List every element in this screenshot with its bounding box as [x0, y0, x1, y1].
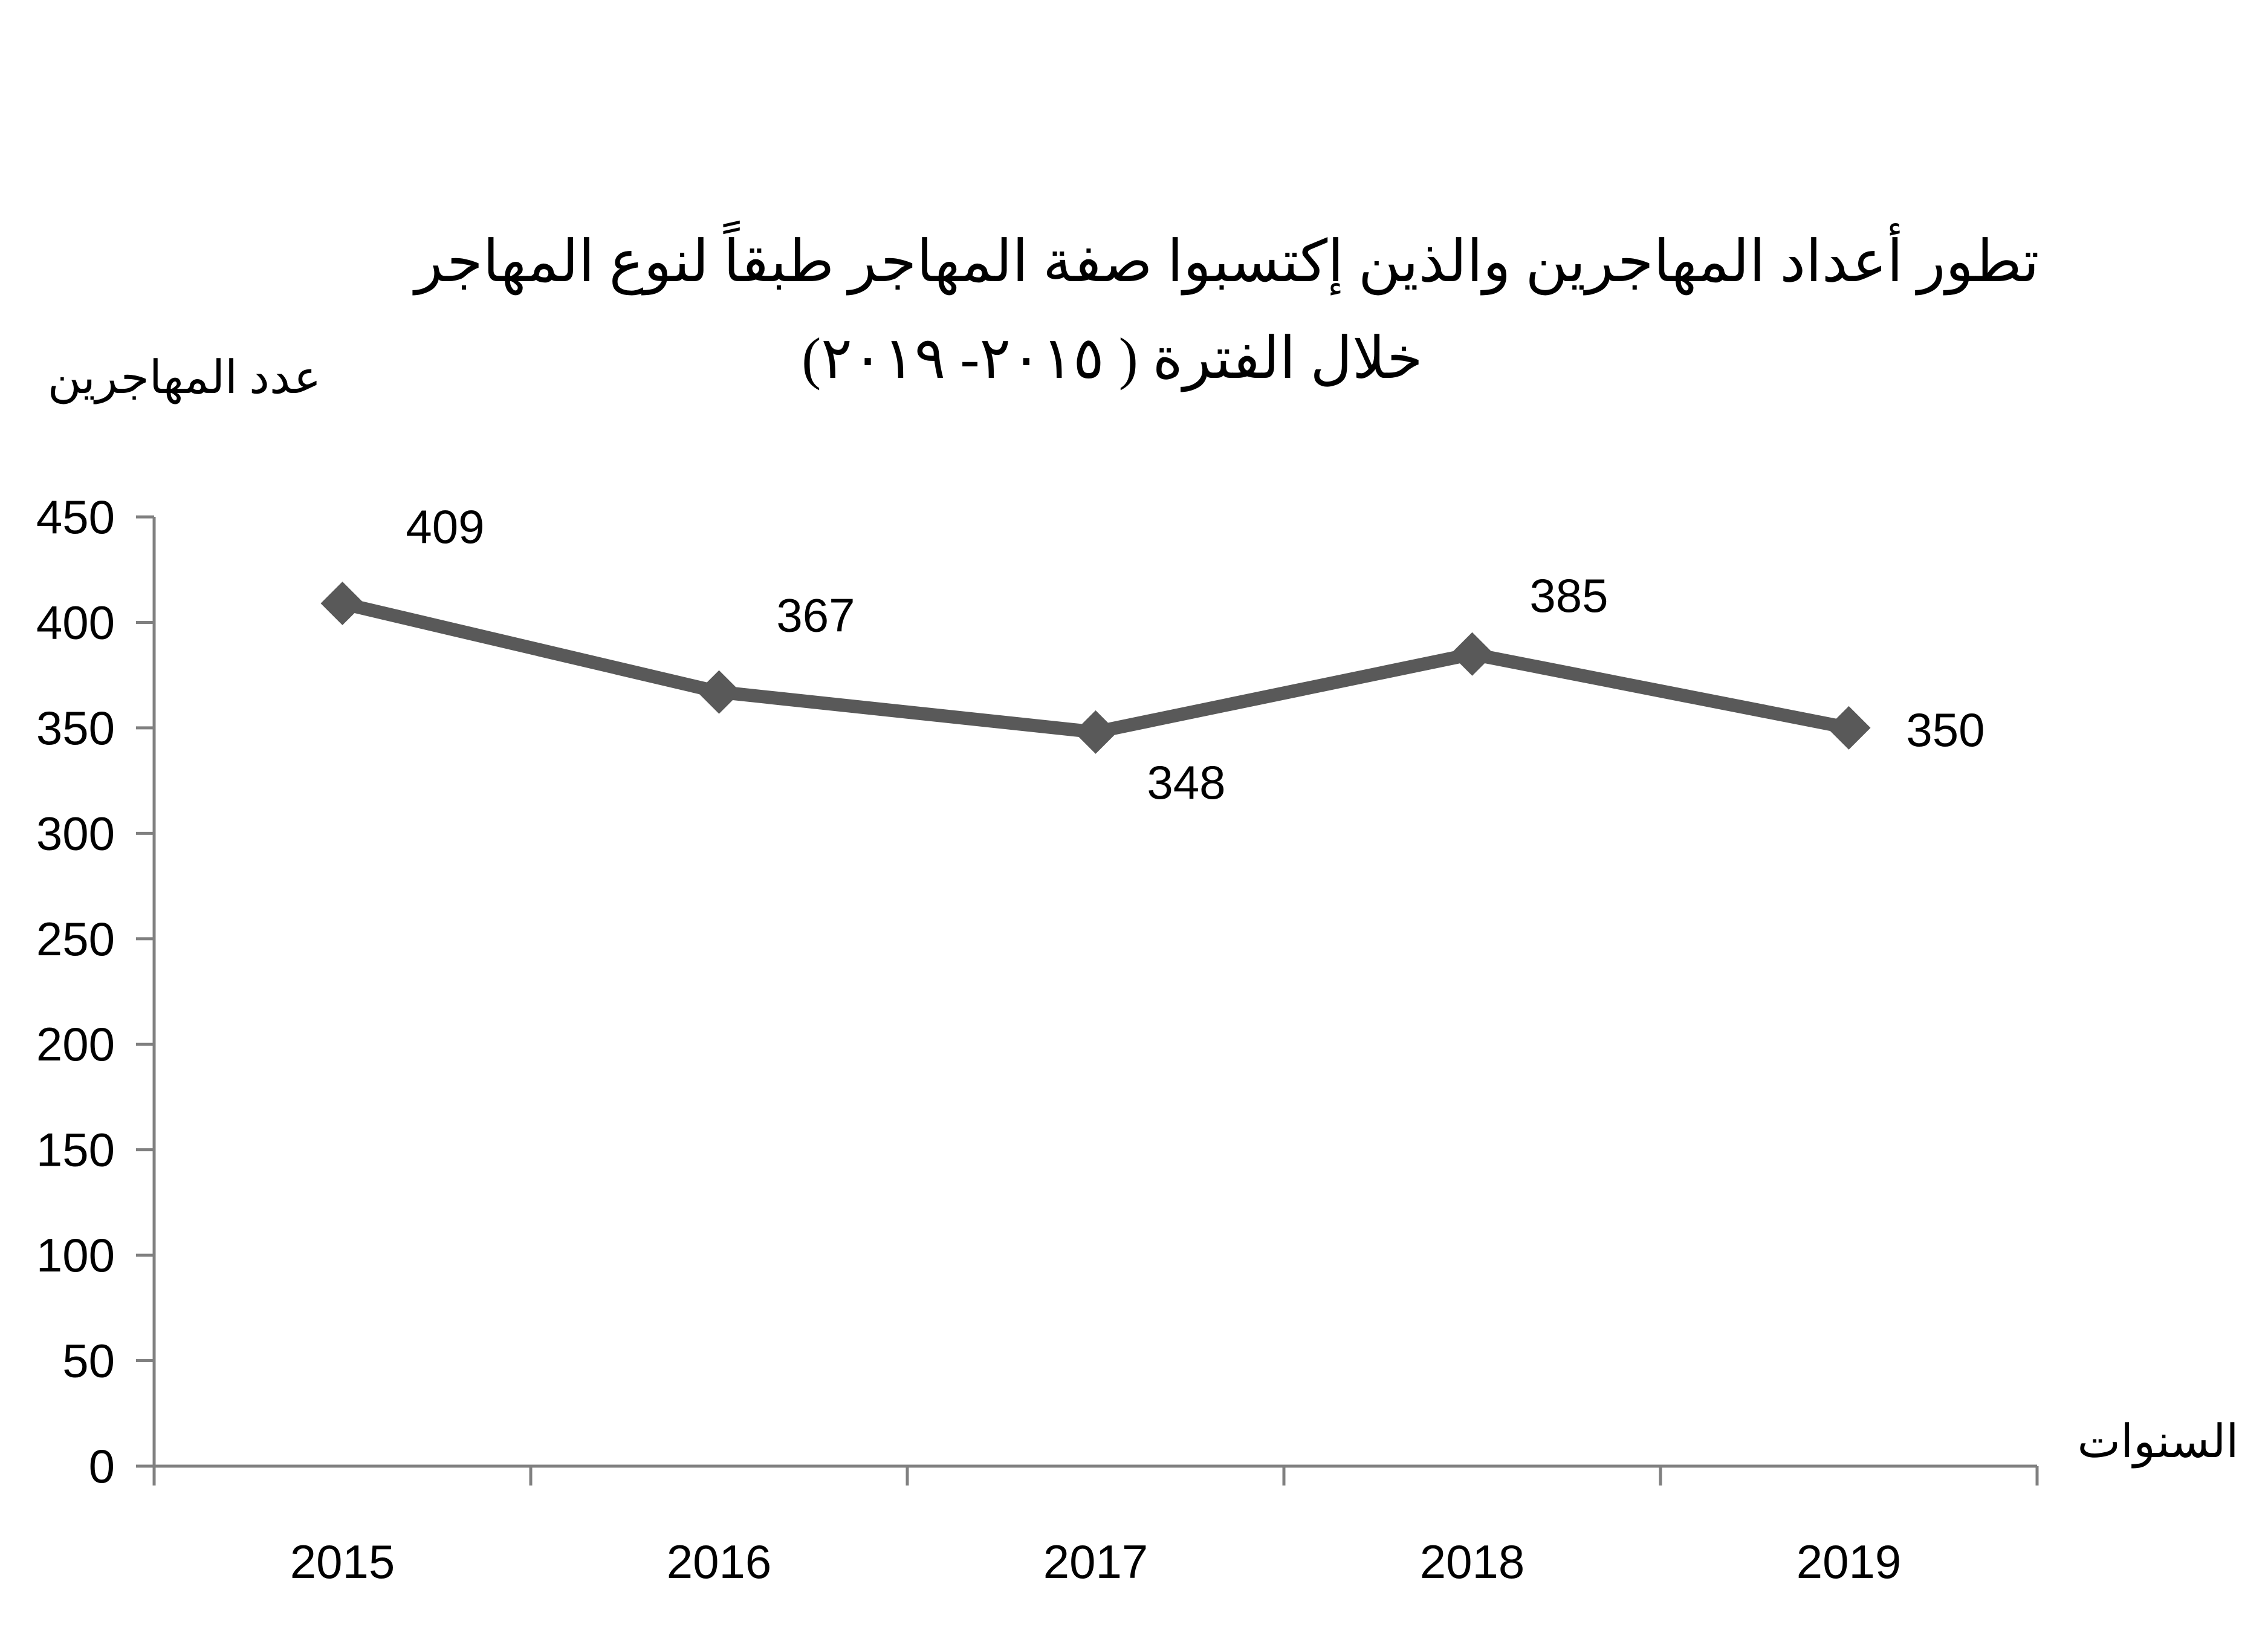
y-tick-label: 200 — [36, 1018, 115, 1071]
chart-title-group: تطور أعداد المهاجرين والذين إكتسبوا صفة … — [412, 220, 2039, 392]
data-label: 409 — [406, 500, 484, 553]
x-tick-label: 2015 — [290, 1535, 395, 1588]
data-label: 350 — [1906, 703, 1984, 756]
x-axis-ticks: 2015 2016 2017 2018 2019 — [152, 1466, 2039, 1588]
chart-title: تطور أعداد المهاجرين والذين إكتسبوا صفة … — [412, 220, 2039, 296]
y-tick-label: 350 — [36, 701, 115, 755]
data-point-marker — [697, 670, 741, 714]
y-axis-ticks: 0 50 100 150 200 250 300 350 400 450 — [36, 490, 154, 1493]
data-label: 367 — [776, 589, 855, 642]
data-markers — [320, 582, 1871, 754]
x-axis-title: السنوات — [2078, 1417, 2239, 1469]
data-point-marker — [1074, 710, 1118, 754]
y-tick-label: 300 — [36, 807, 115, 860]
y-tick-label: 0 — [89, 1440, 115, 1493]
axes — [136, 517, 2037, 1484]
y-tick-label: 50 — [62, 1334, 115, 1388]
x-tick-label: 2016 — [667, 1535, 772, 1588]
x-tick-label: 2017 — [1043, 1535, 1149, 1588]
data-point-marker — [320, 582, 364, 626]
x-tick-label: 2019 — [1797, 1535, 1902, 1588]
data-point-marker — [1450, 632, 1494, 676]
y-tick-label: 150 — [36, 1123, 115, 1177]
y-tick-label: 400 — [36, 596, 115, 649]
x-tick-label: 2018 — [1420, 1535, 1525, 1588]
chart-subtitle: خلال الفترة ( ٢٠١٥- ٢٠١٩) — [802, 326, 1423, 392]
data-label: 385 — [1529, 569, 1608, 622]
y-tick-label: 250 — [36, 912, 115, 966]
data-point-marker — [1827, 706, 1871, 750]
data-label: 348 — [1147, 756, 1225, 809]
y-axis-title: عدد المهاجرين — [48, 352, 321, 404]
y-tick-label: 100 — [36, 1229, 115, 1282]
data-labels: 409 367 348 385 350 — [406, 500, 1984, 809]
y-tick-label: 450 — [36, 490, 115, 544]
